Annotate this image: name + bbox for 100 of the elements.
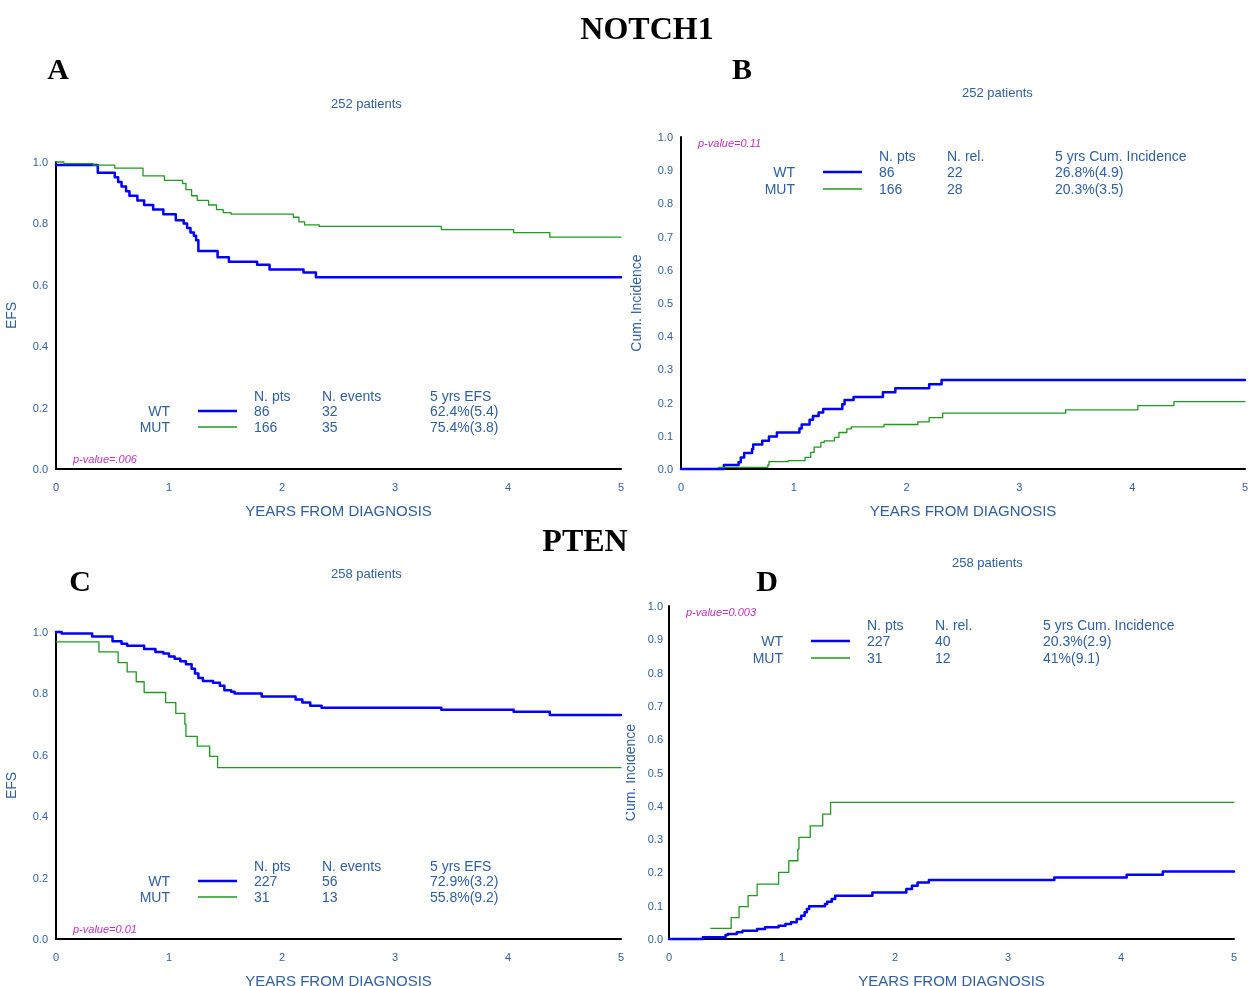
legend-label: MUT: [752, 650, 784, 666]
annotation: 26.8%(4.9): [1055, 164, 1124, 180]
y-tick-label: 0.4: [32, 340, 48, 353]
x-tick-label: 2: [278, 950, 286, 963]
text: D: [756, 563, 778, 597]
y-tick-label: 0.5: [657, 297, 673, 309]
x-tick-label: 3: [1004, 950, 1012, 963]
annotation: 5 yrs EFS: [430, 858, 492, 874]
x-tick-label: 5: [617, 480, 625, 493]
y-tick-label: 0.4: [647, 799, 663, 812]
chart-title: NOTCH1: [580, 9, 714, 47]
annotation: 40: [935, 633, 951, 649]
y-tick-label: 0.8: [657, 197, 673, 210]
annotation: N. events: [322, 858, 382, 874]
y-tick-label: 0.7: [657, 230, 673, 243]
x-tick-label: 3: [1016, 480, 1023, 493]
x-tick-label: 5: [617, 950, 625, 963]
text: C: [69, 563, 91, 597]
x-axis-title: YEARS FROM DIAGNOSIS: [869, 502, 1057, 519]
y-axis-title: Cum. Incidence: [628, 254, 644, 352]
annotation: 75.4%(3.8): [430, 419, 499, 435]
annotation: 13: [322, 889, 338, 905]
y-tick-label: 0.6: [657, 263, 673, 276]
annotation: 5 yrs Cum. Incidence: [1043, 617, 1175, 633]
legend-label: WT: [773, 164, 796, 180]
x-tick-label: 4: [1129, 480, 1136, 493]
legend-label: MUT: [139, 889, 171, 905]
y-tick-label: 0.4: [32, 810, 48, 823]
y-tick-label: 0.8: [32, 217, 48, 230]
y-tick-label: 1.0: [32, 156, 48, 168]
legend-label: WT: [148, 873, 171, 889]
x-tick-label: 0: [52, 950, 60, 963]
legend-label: MUT: [139, 419, 171, 435]
x-tick-label: 5: [1230, 950, 1238, 963]
y-tick-label: 0.9: [647, 633, 663, 646]
x-tick-label: 2: [891, 950, 899, 963]
y-tick-label: 0.0: [657, 463, 673, 475]
x-tick-label: 3: [391, 950, 399, 963]
y-axis-title: EFS: [3, 301, 19, 330]
chart-subtitle: 252 patients: [961, 85, 1034, 100]
annotation: 86: [879, 164, 895, 180]
annotation: 20.3%(3.5): [1055, 181, 1124, 197]
annotation: 5 yrs Cum. Incidence: [1055, 148, 1187, 164]
annotation: p-value=0.003: [685, 606, 757, 618]
annotation: 32: [322, 403, 338, 419]
annotation: N. pts: [867, 617, 904, 633]
annotation: 166: [879, 181, 903, 197]
y-tick-label: 0.6: [32, 748, 48, 761]
text: A: [47, 51, 70, 85]
annotation: 41%(9.1): [1043, 650, 1100, 666]
annotation: 28: [947, 181, 963, 197]
y-tick-label: 1.0: [657, 131, 673, 143]
annotation: N. rel.: [935, 617, 973, 633]
y-tick-label: 0.4: [657, 330, 673, 343]
annotation: 55.8%(9.2): [430, 889, 499, 905]
x-tick-label: 0: [677, 480, 685, 493]
y-tick-label: 0.7: [647, 699, 663, 712]
annotation: p-value=0.01: [72, 923, 137, 935]
annotation: 86: [254, 403, 270, 419]
y-tick-label: 0.3: [647, 833, 663, 846]
annotation: 35: [322, 419, 338, 435]
annotation: 12: [935, 650, 951, 666]
y-tick-label: 0.0: [32, 933, 48, 945]
text: B: [731, 51, 753, 85]
x-tick-label: 1: [165, 480, 173, 493]
x-axis-title: YEARS FROM DIAGNOSIS: [858, 972, 1045, 986]
annotation: 22: [947, 164, 963, 180]
legend-label: WT: [148, 403, 171, 419]
annotation: 5 yrs EFS: [430, 388, 492, 404]
annotation: 227: [254, 873, 278, 889]
y-tick-label: 0.6: [32, 278, 48, 291]
legend-label: WT: [761, 633, 784, 649]
y-tick-label: 0.2: [657, 396, 673, 409]
y-tick-label: 1.0: [647, 600, 663, 612]
chart-subtitle: 258 patients: [951, 555, 1024, 570]
x-tick-label: 4: [504, 480, 512, 493]
legend-label: MUT: [764, 181, 796, 197]
annotation: N. pts: [254, 858, 291, 874]
y-tick-label: 0.8: [32, 687, 48, 700]
x-axis-title: YEARS FROM DIAGNOSIS: [245, 502, 432, 519]
annotation: p-value=0.11: [697, 137, 762, 149]
y-tick-label: 0.6: [647, 733, 663, 746]
y-tick-label: 0.3: [657, 363, 673, 376]
y-tick-label: 0.2: [647, 866, 663, 879]
y-tick-label: 0.8: [647, 666, 663, 679]
annotation: 62.4%(5.4): [430, 403, 499, 419]
annotation: 72.9%(3.2): [430, 873, 499, 889]
y-tick-label: 0.1: [657, 429, 673, 442]
y-tick-label: 0.0: [647, 933, 663, 945]
x-tick-label: 2: [278, 480, 286, 493]
x-tick-label: 3: [391, 480, 399, 493]
y-tick-label: 1.0: [32, 626, 48, 638]
x-tick-label: 0: [52, 480, 60, 493]
y-tick-label: 0.9: [657, 164, 673, 177]
annotation: 31: [867, 650, 883, 666]
annotation: 166: [254, 419, 278, 435]
annotation: N. events: [322, 388, 382, 404]
annotation: N. pts: [254, 388, 291, 404]
x-tick-label: 1: [165, 950, 173, 963]
chart-subtitle: 252 patients: [330, 96, 403, 111]
